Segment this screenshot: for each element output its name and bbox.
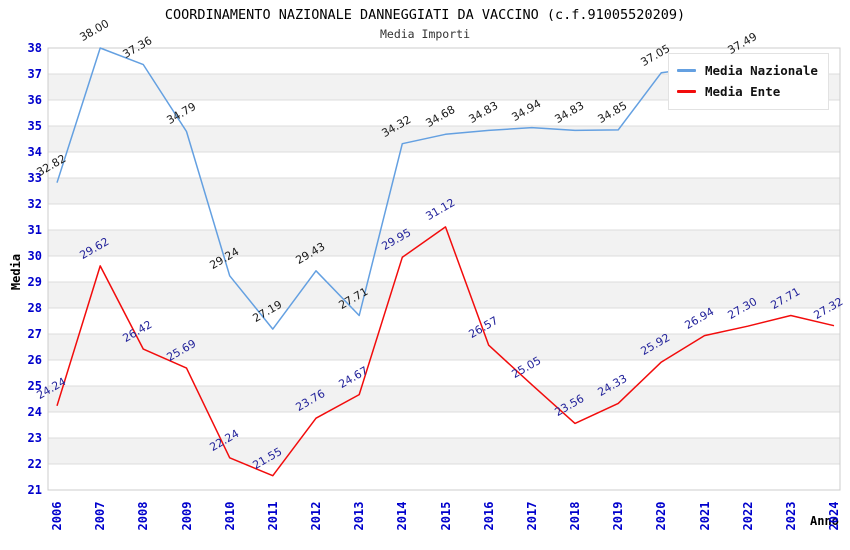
x-tick-label: 2022 [740,501,755,531]
y-tick-label: 37 [27,67,42,81]
x-tick-label: 2014 [395,501,410,531]
y-tick-label: 30 [27,249,42,263]
y-tick-label: 23 [27,431,42,445]
series-line-media-ente [56,226,835,477]
y-tick-label: 36 [27,93,42,107]
y-tick-label: 25 [27,379,42,393]
series-line-media-nazionale [56,47,748,330]
legend-item-media-nazionale[interactable]: Media Nazionale [677,60,818,81]
x-tick-label: 2020 [654,501,669,531]
y-tick-label: 26 [27,353,42,367]
legend-label: Media Nazionale [705,63,818,78]
legend-label: Media Ente [705,84,781,99]
y-tick-label: 35 [27,119,42,133]
y-tick-label: 38 [27,41,42,55]
y-tick-label: 32 [27,197,42,211]
y-tick-label: 29 [27,275,42,289]
chart-title: COORDINAMENTO NAZIONALE DANNEGGIATI DA V… [164,7,686,23]
x-axis-title: Anno [810,514,839,528]
x-tick-label: 2021 [697,501,712,531]
x-tick-label: 2015 [438,501,453,531]
y-tick-label: 34 [27,145,42,159]
y-tick-label: 31 [27,223,42,237]
x-tick-label: 2019 [611,501,626,531]
x-tick-label: 2009 [179,501,194,531]
x-tick-label: 2008 [136,501,151,531]
legend-item-media-ente[interactable]: Media Ente [677,81,818,102]
x-tick-label: 2006 [50,501,64,531]
y-tick-label: 33 [27,171,42,185]
x-tick-label: 2012 [309,501,323,531]
y-tick-label: 22 [27,457,42,471]
y-tick-label: 27 [27,327,42,341]
y-tick-label: 28 [27,301,42,315]
y-tick-label: 21 [27,483,42,497]
media-ente-line-swatch-icon [677,90,696,93]
legend: Media Nazionale Media Ente [668,53,829,110]
media-nazionale-line-swatch-icon [677,69,696,72]
x-tick-label: 2011 [265,501,280,531]
x-tick-label: 2024 [827,501,841,531]
x-tick-label: 2007 [93,501,108,531]
x-tick-label: 2017 [524,501,539,531]
x-tick-label: 2010 [222,501,237,531]
x-tick-label: 2023 [783,501,798,531]
y-tick-label: 24 [27,405,42,419]
x-tick-label: 2013 [352,501,367,531]
x-tick-label: 2016 [481,501,496,531]
chart-subtitle: Media Importi [379,27,470,41]
x-tick-label: 2018 [568,501,582,531]
